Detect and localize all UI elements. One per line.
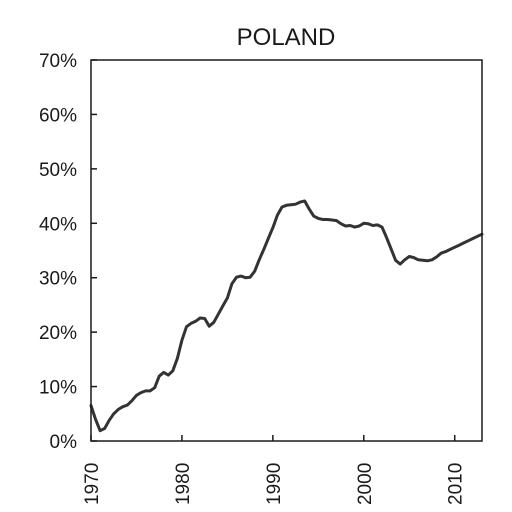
chart-title: POLAND	[237, 24, 336, 51]
y-tick-label: 20%	[39, 323, 77, 344]
y-tick-label: 30%	[39, 269, 77, 290]
y-tick-label: 70%	[39, 51, 77, 72]
y-tick-label: 60%	[39, 105, 77, 126]
x-axis: 1970 1980 1990 2000 2010	[82, 435, 467, 505]
series-line	[89, 199, 484, 433]
y-tick-label: 40%	[39, 214, 77, 235]
x-tick-label: 2000	[355, 463, 376, 505]
x-tick-label: 1970	[82, 463, 103, 505]
plot-frame	[90, 59, 483, 442]
y-tick-label: 0%	[50, 432, 78, 453]
x-tick-label: 1990	[264, 463, 285, 505]
x-tick-label: 2010	[446, 463, 467, 505]
y-axis: 0% 10% 20% 30% 40% 50% 60% 70%	[39, 51, 97, 453]
y-tick-label: 10%	[39, 378, 77, 399]
x-tick-label: 1980	[173, 463, 194, 505]
y-tick-label: 50%	[39, 160, 77, 181]
